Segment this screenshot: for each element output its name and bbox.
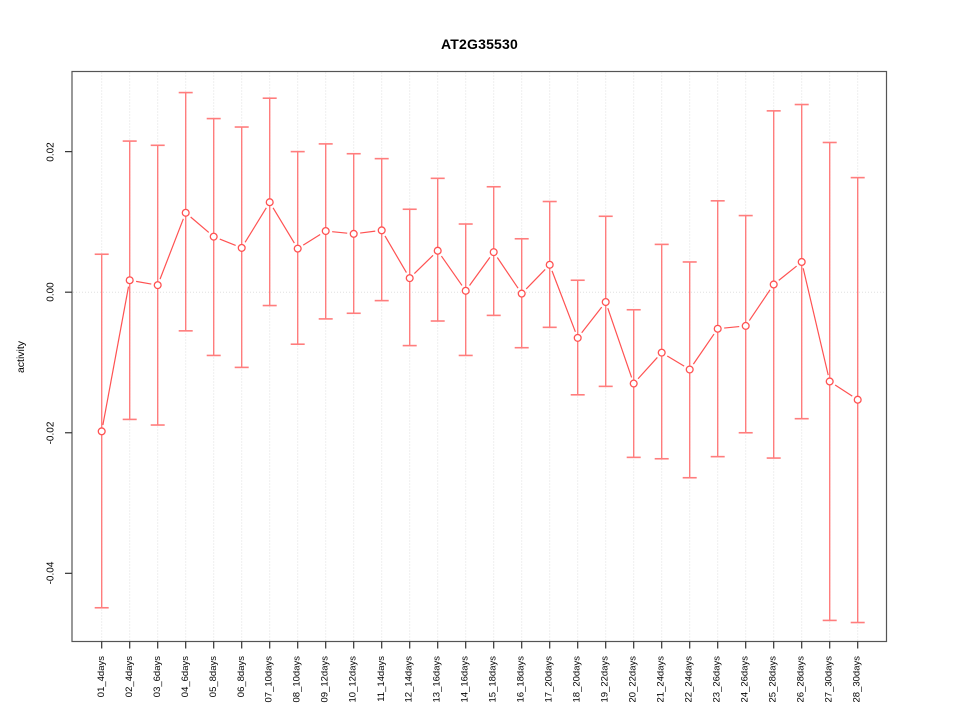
x-tick-label: 28_30days — [851, 656, 863, 703]
x-tick-label: 04_6days — [179, 656, 191, 698]
data-point — [125, 276, 134, 285]
data-point — [657, 348, 666, 357]
x-tick-label: 11_14days — [375, 656, 387, 702]
series-line-segment — [551, 270, 576, 333]
series-line-segment — [692, 333, 715, 365]
plot-box — [71, 70, 888, 643]
series-line-segment — [190, 216, 210, 233]
y-tick-label: -0.04 — [45, 561, 57, 585]
data-point — [293, 244, 302, 253]
data-point — [377, 226, 386, 235]
data-point — [517, 289, 526, 298]
series-line-segment — [360, 230, 376, 234]
x-tick-label: 12_14days — [403, 656, 415, 703]
data-point — [545, 260, 554, 269]
data-point — [741, 321, 750, 330]
data-point — [713, 324, 722, 333]
data-point — [685, 365, 694, 374]
series-line-segment — [219, 238, 236, 247]
y-tick-label: 0.00 — [45, 282, 57, 302]
x-tick-label: 19_22days — [599, 656, 611, 703]
data-point — [405, 274, 414, 283]
x-tick-label: 15_18days — [487, 656, 499, 703]
series-line-segment — [135, 280, 152, 285]
y-tick-label: 0.02 — [45, 141, 57, 162]
x-tick-label: 09_12days — [319, 656, 331, 703]
x-tick-label: 16_18days — [515, 656, 527, 703]
series-line-segment — [332, 231, 348, 234]
data-point — [629, 379, 638, 388]
x-tick-label: 24_26days — [739, 656, 751, 703]
data-point — [853, 395, 862, 404]
series-line-segment — [384, 235, 407, 273]
data-point — [825, 377, 834, 386]
series-line-segment — [525, 269, 546, 290]
x-tick-label: 14_16days — [459, 656, 471, 703]
x-tick-label: 18_20days — [571, 656, 583, 703]
series-line-segment — [607, 307, 633, 378]
series-line-segment — [724, 325, 740, 329]
series-line-segment — [413, 254, 434, 275]
data-point — [601, 297, 610, 307]
series-line-segment — [302, 233, 321, 246]
y-tick-label: -0.02 — [45, 421, 57, 445]
data-point — [181, 208, 190, 217]
x-tick-label: 10_12days — [347, 656, 359, 703]
series-line-segment — [244, 207, 267, 243]
data-point — [797, 257, 806, 267]
data-point — [349, 229, 358, 238]
x-tick-label: 22_24days — [683, 656, 695, 703]
data-point — [433, 246, 442, 255]
series-line-segment — [778, 265, 798, 281]
data-point — [153, 281, 162, 290]
series-line-segment — [440, 255, 463, 286]
series-line-segment — [469, 257, 491, 286]
series-line-segment — [834, 384, 853, 397]
x-tick-label: 13_16days — [431, 656, 443, 703]
data-point — [97, 427, 106, 436]
data-point — [237, 243, 246, 252]
series-line-segment — [496, 257, 519, 289]
x-tick-label: 21_24days — [655, 656, 667, 703]
x-tick-label: 26_28days — [795, 656, 807, 703]
x-tick-label: 07_10days — [263, 656, 275, 703]
series-line-segment — [102, 286, 130, 426]
data-point — [209, 232, 218, 241]
data-point — [265, 198, 274, 207]
series-line-segment — [581, 306, 603, 334]
series-line-segment — [748, 289, 771, 321]
series-line-segment — [666, 355, 685, 367]
series-line-segment — [272, 207, 295, 244]
series-line-segment — [159, 218, 184, 280]
x-tick-label: 25_28days — [767, 656, 779, 703]
data-point — [573, 333, 582, 342]
data-point — [461, 286, 470, 295]
x-tick-label: 23_26days — [711, 656, 723, 703]
x-tick-label: 17_20days — [543, 656, 555, 703]
data-point — [321, 226, 330, 236]
x-tick-label: 06_8days — [235, 656, 247, 698]
x-tick-label: 05_8days — [207, 656, 219, 698]
x-tick-label: 20_22days — [627, 656, 639, 703]
series-line-segment — [637, 357, 658, 380]
data-point — [489, 248, 498, 257]
x-tick-label: 27_30days — [823, 656, 835, 703]
data-point — [769, 280, 778, 289]
x-tick-label: 08_10days — [291, 656, 303, 703]
x-tick-label: 03_6days — [151, 656, 163, 698]
x-tick-label: 02_4days — [123, 656, 135, 698]
series-line-segment — [802, 268, 829, 376]
chart-title: AT2G35530 — [440, 36, 519, 52]
x-tick-label: 01_4days — [95, 656, 107, 698]
